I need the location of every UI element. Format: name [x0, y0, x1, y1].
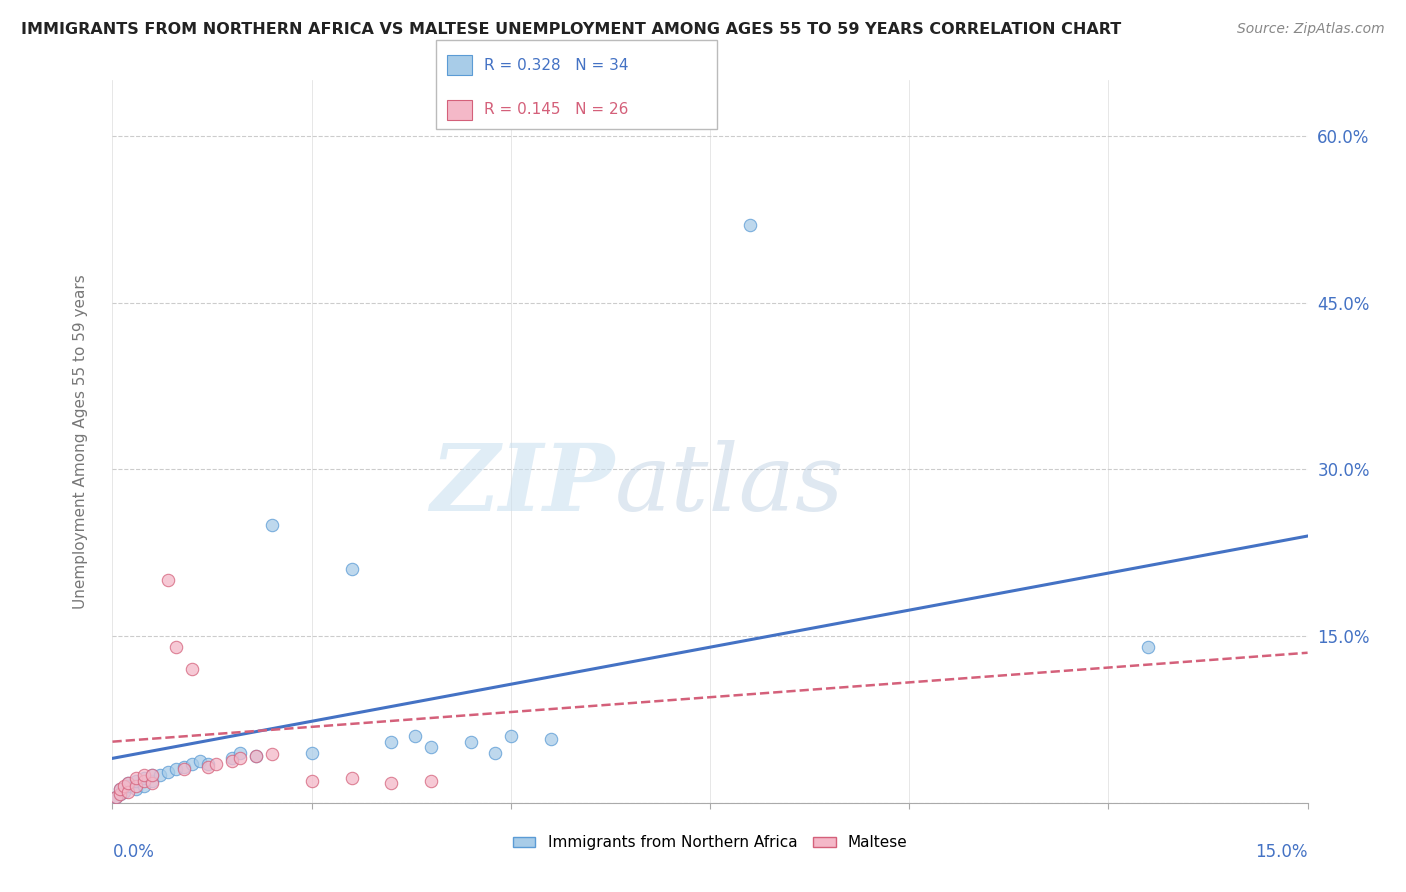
Text: 15.0%: 15.0% [1256, 843, 1308, 861]
Point [301, 773, 323, 788]
Point [420, 740, 443, 755]
Point [149, 768, 172, 782]
Point [105, 790, 128, 805]
Point [141, 776, 163, 790]
Point [738, 218, 761, 232]
Point [404, 729, 426, 743]
Point [380, 734, 402, 748]
Point [340, 772, 363, 786]
Point [301, 746, 323, 760]
Point [114, 785, 135, 799]
Text: atlas: atlas [614, 440, 844, 530]
Point [125, 772, 148, 786]
Point [117, 779, 139, 793]
Point [229, 746, 252, 760]
Text: R = 0.145   N = 26: R = 0.145 N = 26 [484, 103, 628, 117]
Point [134, 772, 156, 786]
Y-axis label: Unemployment Among Ages 55 to 59 years: Unemployment Among Ages 55 to 59 years [73, 274, 89, 609]
Point [221, 754, 243, 768]
Point [125, 773, 148, 788]
Point [188, 754, 211, 768]
Text: ZIP: ZIP [430, 440, 614, 530]
Point [460, 734, 482, 748]
Point [117, 776, 139, 790]
Point [105, 790, 128, 805]
Point [134, 779, 156, 793]
Point [1137, 640, 1160, 655]
Point [540, 732, 562, 747]
Point [114, 779, 135, 793]
Text: Source: ZipAtlas.com: Source: ZipAtlas.com [1237, 22, 1385, 37]
Point [117, 776, 139, 790]
Point [141, 773, 163, 788]
Point [173, 763, 195, 777]
Point [499, 729, 522, 743]
Point [245, 749, 267, 764]
Point [197, 760, 219, 774]
Point [260, 517, 283, 532]
Point [197, 756, 219, 771]
Point [181, 756, 204, 771]
Text: IMMIGRANTS FROM NORTHERN AFRICA VS MALTESE UNEMPLOYMENT AMONG AGES 55 TO 59 YEAR: IMMIGRANTS FROM NORTHERN AFRICA VS MALTE… [21, 22, 1122, 37]
Point [340, 562, 363, 576]
Point [165, 640, 187, 655]
Point [420, 773, 443, 788]
Point [157, 764, 180, 779]
Point [260, 747, 283, 761]
Point [134, 773, 156, 788]
Point [173, 760, 195, 774]
Text: 0.0%: 0.0% [112, 843, 155, 861]
Point [125, 779, 148, 793]
Point [221, 751, 243, 765]
Point [110, 782, 132, 797]
Point [110, 787, 132, 801]
Point [125, 782, 148, 797]
Point [134, 768, 156, 782]
Point [181, 662, 204, 676]
Point [110, 787, 132, 801]
Legend: Immigrants from Northern Africa, Maltese: Immigrants from Northern Africa, Maltese [506, 830, 914, 856]
Point [165, 763, 187, 777]
Text: R = 0.328   N = 34: R = 0.328 N = 34 [484, 58, 628, 72]
Point [380, 776, 402, 790]
Point [141, 768, 163, 782]
Point [110, 782, 132, 797]
Point [205, 756, 228, 771]
Point [229, 751, 252, 765]
Point [157, 574, 180, 588]
Point [141, 768, 163, 782]
Point [484, 746, 506, 760]
Point [117, 785, 139, 799]
Point [245, 749, 267, 764]
